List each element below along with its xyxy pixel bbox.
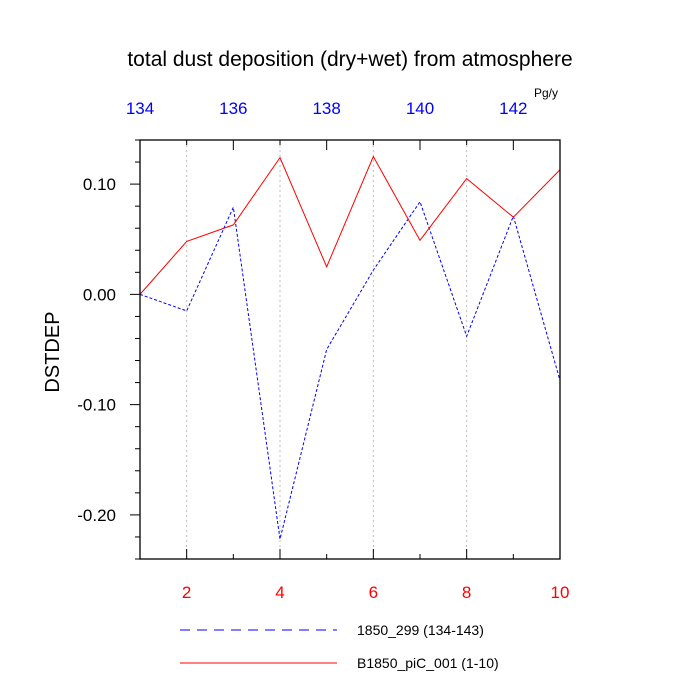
bottom-tick-label-8: 8 (462, 583, 471, 602)
y-axis-label: DSTDEP (42, 311, 64, 392)
legend: 1850_299 (134-143) B1850_piC_001 (1-10) (180, 622, 499, 671)
top-tick-label-138: 138 (312, 99, 340, 118)
top-tick-label-134: 134 (126, 99, 154, 118)
axis-ticks (130, 139, 561, 560)
legend-label-2: B1850_piC_001 (1-10) (357, 655, 499, 671)
top-tick-label-136: 136 (219, 99, 247, 118)
bottom-tick-label-10: 10 (551, 583, 570, 602)
y-tick-label: -0.20 (77, 506, 116, 525)
legend-label-1: 1850_299 (134-143) (357, 622, 484, 638)
grid-lines (186, 140, 468, 559)
bottom-tick-label-4: 4 (275, 583, 284, 602)
top-tick-label-140: 140 (406, 99, 434, 118)
series-lines (139, 155, 561, 540)
y-tick-label: -0.10 (77, 396, 116, 415)
plot-frame (139, 139, 561, 560)
tick-labels: 2 4 6 8 10 134 136 138 140 142 0.10 0.00 -0.10 -0.20 (77, 99, 569, 602)
y-tick-label: 0.00 (83, 285, 116, 304)
bottom-tick-label-2: 2 (182, 583, 191, 602)
chart-title: total dust deposition (dry+wet) from atm… (127, 48, 572, 71)
top-tick-label-142: 142 (499, 99, 527, 118)
series-line-1 (139, 200, 561, 540)
series-line-2 (139, 155, 561, 295)
y-tick-label: 0.10 (83, 175, 116, 194)
bottom-tick-label-6: 6 (369, 583, 378, 602)
units-label: Pg/y (534, 86, 558, 100)
